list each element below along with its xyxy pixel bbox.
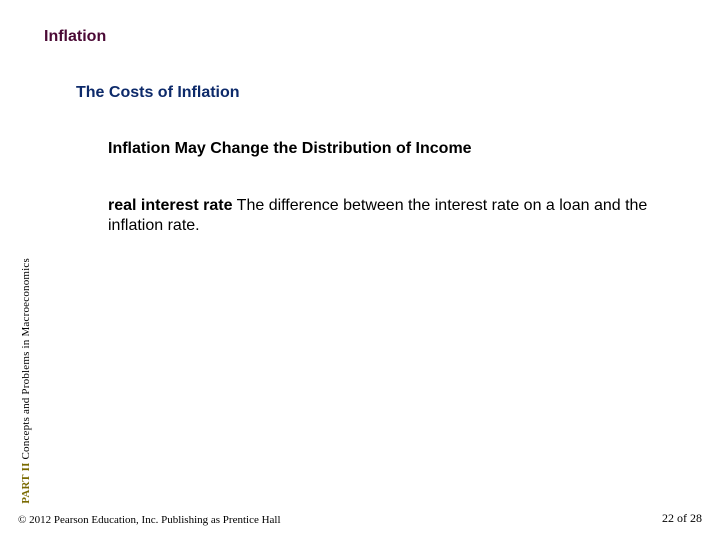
- part-number: PART II: [20, 463, 32, 504]
- part-title-text: Concepts and Problems in Macroeconomics: [20, 258, 32, 459]
- definition-block: real interest rate The difference betwee…: [108, 196, 668, 236]
- term-label: real interest rate: [108, 197, 233, 214]
- copyright-text: © 2012 Pearson Education, Inc. Publishin…: [18, 514, 281, 526]
- subsection-title: Inflation May Change the Distribution of…: [108, 140, 472, 158]
- section-title: The Costs of Inflation: [76, 84, 240, 102]
- slide-page: Inflation The Costs of Inflation Inflati…: [0, 0, 720, 540]
- chapter-title: Inflation: [44, 28, 106, 46]
- page-number: 22 of 28: [662, 511, 702, 526]
- part-sidebar: PART II Concepts and Problems in Macroec…: [20, 258, 32, 504]
